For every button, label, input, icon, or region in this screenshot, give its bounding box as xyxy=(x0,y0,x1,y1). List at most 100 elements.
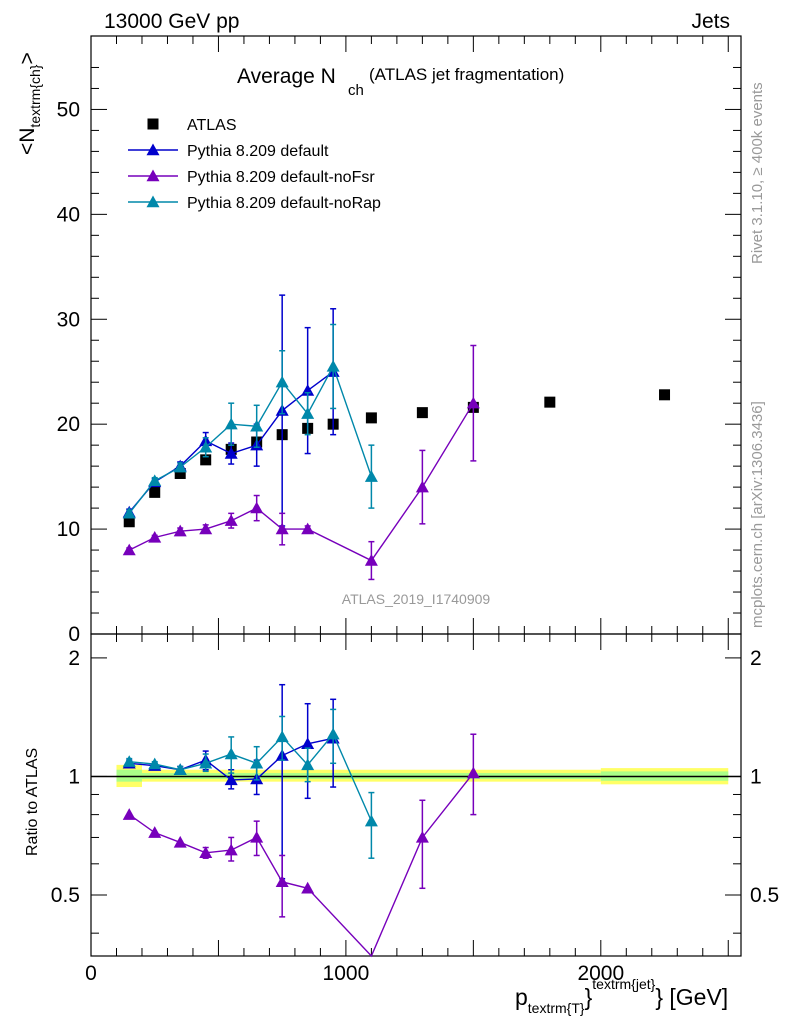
legend-entry: Pythia 8.209 default-noRap xyxy=(128,195,381,212)
main-ylabel-text: <Ntextrm{ch}> xyxy=(16,52,43,155)
main-ytick-label: 40 xyxy=(57,203,80,226)
ratio-point xyxy=(301,758,315,771)
data-point xyxy=(275,522,289,535)
xlabel-sub: textrm{T} xyxy=(528,1000,585,1016)
ratio-point xyxy=(199,846,213,858)
ratio-panel: 0.5 0.51 12 2 0 1000 2000 Ratio to ATLAS ptex… xyxy=(24,633,779,1016)
legend-entry: Pythia 8.209 default-noFsr xyxy=(128,169,375,186)
data-point xyxy=(122,543,136,556)
main-ytick-label: 50 xyxy=(57,98,80,121)
legend-marker xyxy=(147,118,159,130)
data-point xyxy=(224,514,238,526)
data-point xyxy=(148,474,162,487)
x-axis-label: ptextrm{T}}textrm{jet}} [GeV] xyxy=(515,976,728,1016)
main-ytick-label: 20 xyxy=(57,413,80,436)
legend-entry: Pythia 8.209 default xyxy=(128,143,329,160)
legend-marker xyxy=(146,143,160,156)
main-series-layer xyxy=(122,294,671,581)
ratio-ytick-label: 1 xyxy=(68,765,80,788)
ratio-ytick-label-right: 0.5 xyxy=(750,884,779,907)
ratio-point xyxy=(275,875,289,888)
data-point xyxy=(544,396,556,408)
ratio-point xyxy=(250,756,264,769)
main-title: Average N xyxy=(237,65,336,88)
data-point xyxy=(199,522,213,535)
ratio-point xyxy=(122,755,136,767)
ratio-point xyxy=(275,730,289,743)
data-point xyxy=(365,412,377,424)
main-ytick-label: 30 xyxy=(57,308,80,331)
series-2 xyxy=(122,344,480,581)
data-point xyxy=(122,506,136,519)
ratio-point xyxy=(466,766,480,779)
data-point xyxy=(173,524,187,537)
data-point xyxy=(174,467,186,479)
main-subtitle: (ATLAS jet fragmentation) xyxy=(369,65,564,84)
xlabel-brace: } xyxy=(585,984,593,1010)
mcplots-label: mcplots.cern.ch [arXiv:1306.3436] xyxy=(749,401,766,628)
data-point xyxy=(149,486,161,498)
ratio-ytick-label-right: 1 xyxy=(750,765,762,788)
ratio-point xyxy=(326,727,340,740)
xtick-label: 1000 xyxy=(323,962,370,985)
legend-marker xyxy=(146,195,160,208)
legend-label: Pythia 8.209 default-noRap xyxy=(187,195,381,212)
header-left: 13000 GeV pp xyxy=(104,10,239,33)
xlabel-unit: } [GeV] xyxy=(655,984,728,1010)
main-ytick-labels: 10 20 30 40 50 0 xyxy=(57,98,80,646)
data-point xyxy=(364,554,378,566)
ratio-point xyxy=(415,830,429,843)
rivet-label: Rivet 3.1.10, ≥ 400k events xyxy=(749,82,766,264)
legend-marker xyxy=(146,169,160,182)
ratio-series-line xyxy=(129,732,373,822)
ratio-point xyxy=(122,808,136,820)
ratio-ylabel: Ratio to ATLAS xyxy=(24,748,41,856)
legend-label: ATLAS xyxy=(187,117,237,134)
ratio-ytick-label-right: 2 xyxy=(750,647,762,670)
data-point xyxy=(364,470,378,482)
main-panel: 10 20 30 40 50 0 Average N ch (ATLAS jet frag… xyxy=(16,35,742,646)
ratio-point xyxy=(301,737,315,750)
ratio-point xyxy=(224,843,238,856)
main-ylabel-sub: textrm{ch} xyxy=(27,64,43,127)
ratio-series-2 xyxy=(122,708,378,859)
ratio-ytick-label: 0.5 xyxy=(51,884,80,907)
main-ytick-label: 10 xyxy=(57,518,80,541)
main-ylabel-end: > xyxy=(16,52,39,64)
xlabel-p: p xyxy=(515,984,528,1010)
data-point xyxy=(224,447,238,459)
data-point xyxy=(301,384,315,396)
ratio-point xyxy=(224,773,238,786)
ratio-ytick-labels: 0.5 0.5 1 1 2 2 xyxy=(51,647,779,907)
ratio-point xyxy=(173,835,187,848)
series-line xyxy=(128,364,373,514)
xtick-label: 2000 xyxy=(577,962,624,985)
ratio-band-layer xyxy=(91,764,741,788)
ratio-point xyxy=(148,826,162,838)
data-point xyxy=(301,407,315,419)
ratio-point xyxy=(250,830,264,843)
legend: ATLAS Pythia 8.209 default Pythia 8.209 de… xyxy=(128,117,381,212)
ratio-point xyxy=(173,763,187,775)
ratio-point xyxy=(199,756,213,769)
main-title-sub: ch xyxy=(348,82,364,99)
main-ylabel-head: <N xyxy=(16,128,39,155)
data-point xyxy=(275,375,289,388)
ratio-xtick-labels: 0 1000 2000 xyxy=(85,962,624,985)
xlabel-sup: textrm{jet} xyxy=(592,976,655,992)
data-point xyxy=(326,359,340,372)
xtick-label: 0 xyxy=(85,962,97,985)
data-point xyxy=(301,522,315,535)
data-point xyxy=(659,389,671,401)
legend-entry: ATLAS xyxy=(147,117,237,134)
data-point xyxy=(123,516,135,528)
ratio-point xyxy=(148,757,162,770)
legend-label: Pythia 8.209 default-noFsr xyxy=(187,169,375,186)
data-point xyxy=(415,480,429,493)
ratio-ytick-label: 2 xyxy=(68,647,80,670)
data-point xyxy=(250,419,264,432)
series-0 xyxy=(123,389,671,528)
data-point xyxy=(148,530,162,543)
main-tick-layer xyxy=(90,36,741,635)
data-point xyxy=(416,407,428,419)
